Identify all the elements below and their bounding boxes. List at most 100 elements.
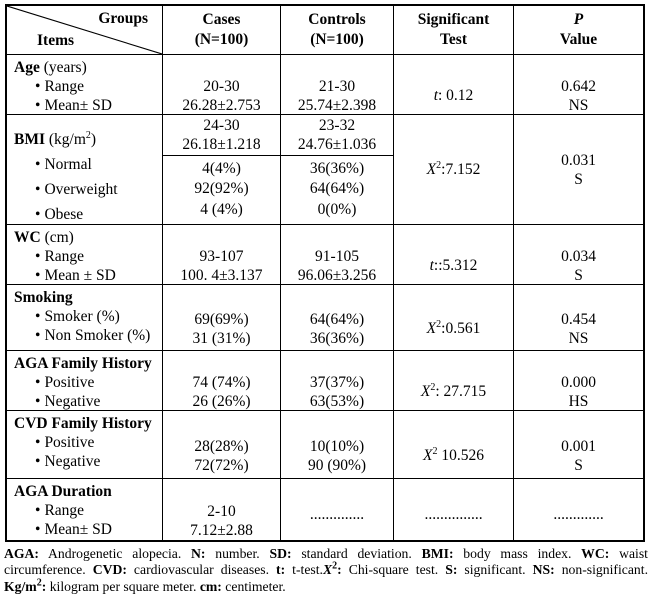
controls-value: 36(36%) bbox=[309, 329, 365, 347]
section-title: BMI (kg/m2) bbox=[14, 129, 97, 148]
footnote-term: SD: bbox=[269, 546, 292, 561]
footnote-term: CVD: bbox=[92, 562, 127, 578]
p-value: ............. bbox=[553, 506, 604, 523]
pvalue-cell: ............. bbox=[514, 479, 643, 540]
p-value: 0.034 bbox=[561, 247, 596, 265]
footnote: AGA: Androgenetic alopecia. N: number. S… bbox=[4, 546, 648, 595]
footnote-text: kilogram per square meter. bbox=[46, 578, 200, 594]
section-title: AGA Duration bbox=[14, 483, 112, 500]
test-cell: t: 0.12 bbox=[394, 55, 514, 114]
controls-value: 10(10%) bbox=[309, 437, 365, 455]
section-row-cvd-family-history: CVD Family History • Positive • Negative 2… bbox=[7, 410, 643, 478]
cases-value: 26 (26%) bbox=[192, 392, 251, 410]
controls-cell: 37(37%) 63(53%) bbox=[281, 351, 394, 410]
pvalue-cell: 0.642 NS bbox=[514, 55, 643, 114]
cases-value: 100. 4±3.137 bbox=[180, 266, 263, 284]
diagonal-divider bbox=[7, 6, 162, 54]
test-stat: X2: 27.715 bbox=[420, 381, 487, 400]
footnote-text: Androgenetic alopecia. bbox=[38, 546, 192, 561]
section-title: CVD Family History bbox=[14, 415, 152, 432]
test-cell: t::5.312 bbox=[394, 225, 514, 284]
significance: HS bbox=[568, 392, 589, 410]
section-row-age: Age (years) • Range • Mean± SD 20-30 26.28… bbox=[7, 54, 643, 114]
section-title: AGA Family History bbox=[14, 355, 152, 372]
footnote-text: cardiovascular diseases. bbox=[126, 562, 277, 578]
footnote-term: cm: bbox=[199, 578, 222, 594]
cases-value: 69(69%) bbox=[194, 310, 249, 328]
test-cell: X2:7.152 bbox=[394, 115, 514, 224]
bullet-icon: • bbox=[35, 434, 41, 451]
controls-cell: .............. bbox=[281, 479, 394, 540]
items-label: Items bbox=[37, 32, 75, 49]
controls-cell: 21-30 25.74±2.398 bbox=[281, 55, 394, 114]
header-p-line1: P bbox=[573, 11, 584, 28]
bullet-item: • Overweight bbox=[35, 181, 118, 198]
cases-value: 92(92%) bbox=[194, 180, 249, 198]
footnote-text: waist circumference. bbox=[4, 546, 648, 578]
significance: S bbox=[574, 170, 583, 188]
items-cell: BMI (kg/m2) • Normal • Overweight • Obese bbox=[7, 115, 163, 224]
footnote-text: t-test. bbox=[285, 562, 323, 578]
bullet-icon: • bbox=[35, 206, 41, 223]
footnote-term: NS: bbox=[532, 562, 555, 578]
cases-value: 26.18±1.218 bbox=[182, 136, 261, 153]
comparison-table: Groups Items Cases (N=100) Controls (N=1… bbox=[5, 4, 645, 542]
footnote-term: Kg/m bbox=[4, 578, 37, 594]
controls-value: 23-32 bbox=[318, 117, 356, 134]
cases-cell: 2-10 7.12±2.88 bbox=[163, 479, 281, 540]
section-title: Smoking bbox=[14, 289, 73, 306]
footnote-term-sup: 2 bbox=[36, 577, 42, 589]
items-cell: AGA Duration • Range • Mean± SD bbox=[7, 479, 163, 540]
header-test-line1: Significant bbox=[417, 11, 490, 28]
bullet-icon: • bbox=[35, 267, 41, 284]
header-p-value: P Value bbox=[514, 6, 643, 54]
section-row-bmi: BMI (kg/m2) • Normal • Overweight • Obese 2… bbox=[7, 114, 643, 224]
pvalue-cell: 0.454 NS bbox=[514, 285, 643, 350]
cases-cell: 20-30 26.28±2.753 bbox=[163, 55, 281, 114]
cases-cell: 69(69%) 31 (31%) bbox=[163, 285, 281, 350]
pvalue-cell: 0.034 S bbox=[514, 225, 643, 284]
bullet-item: • Positive bbox=[35, 434, 95, 451]
test-stat: t::5.312 bbox=[429, 256, 478, 274]
footnote-text: non-significant. bbox=[554, 562, 648, 578]
controls-value: 63(53%) bbox=[309, 392, 365, 410]
cases-value: 2-10 bbox=[207, 502, 236, 520]
header-controls-line1: Controls bbox=[308, 11, 366, 28]
bullet-item: • Range bbox=[35, 502, 85, 519]
header-cases: Cases (N=100) bbox=[163, 6, 281, 54]
footnote-text: body mass index. bbox=[453, 546, 582, 561]
significance: NS bbox=[568, 329, 589, 347]
footnote-term: BMI: bbox=[421, 546, 454, 561]
test-stat: ............... bbox=[424, 506, 483, 523]
section-row-aga-duration: AGA Duration • Range • Mean± SD 2-10 7.12±… bbox=[7, 478, 643, 540]
significance: NS bbox=[568, 96, 589, 114]
controls-value: 64(64%) bbox=[309, 310, 365, 328]
controls-value: 37(37%) bbox=[309, 373, 365, 391]
bullet-item: • Smoker (%) bbox=[35, 308, 120, 325]
header-cases-line1: Cases bbox=[202, 11, 241, 28]
items-cell: CVD Family History • Positive • Negative bbox=[7, 411, 163, 478]
bullet-icon: • bbox=[35, 308, 41, 325]
bullet-icon: • bbox=[35, 374, 41, 391]
items-cell: Smoking • Smoker (%) • Non Smoker (%) bbox=[7, 285, 163, 350]
controls-value: 25.74±2.398 bbox=[297, 96, 377, 114]
cases-categories-subcell: 4(4%) 92(92%) 4 (4%) bbox=[163, 156, 280, 223]
footnote-text: Chi-square test. bbox=[341, 562, 446, 578]
bullet-item: • Mean± SD bbox=[35, 97, 112, 114]
footnote-text: significant. bbox=[457, 562, 533, 578]
bullet-icon: • bbox=[35, 181, 41, 198]
section-row-smoking: Smoking • Smoker (%) • Non Smoker (%) 69(6… bbox=[7, 284, 643, 350]
cases-cell: 93-107 100. 4±3.137 bbox=[163, 225, 281, 284]
p-value: 0.000 bbox=[561, 373, 596, 391]
controls-value: 96.06±3.256 bbox=[297, 266, 377, 284]
bullet-icon: • bbox=[35, 248, 41, 265]
controls-categories-subcell: 36(36%) 64(64%) 0(0%) bbox=[281, 156, 393, 223]
cases-range-mean-subcell: 24-30 26.18±1.218 bbox=[163, 115, 280, 156]
cases-value: 26.28±2.753 bbox=[182, 96, 261, 114]
footnote-text: number. bbox=[205, 546, 270, 561]
bullet-item: • Range bbox=[35, 248, 85, 265]
footnote-term: : bbox=[41, 578, 47, 594]
bullet-icon: • bbox=[35, 156, 41, 173]
header-controls-line2: (N=100) bbox=[310, 31, 364, 48]
items-cell: WC (cm) • Range • Mean ± SD bbox=[7, 225, 163, 284]
